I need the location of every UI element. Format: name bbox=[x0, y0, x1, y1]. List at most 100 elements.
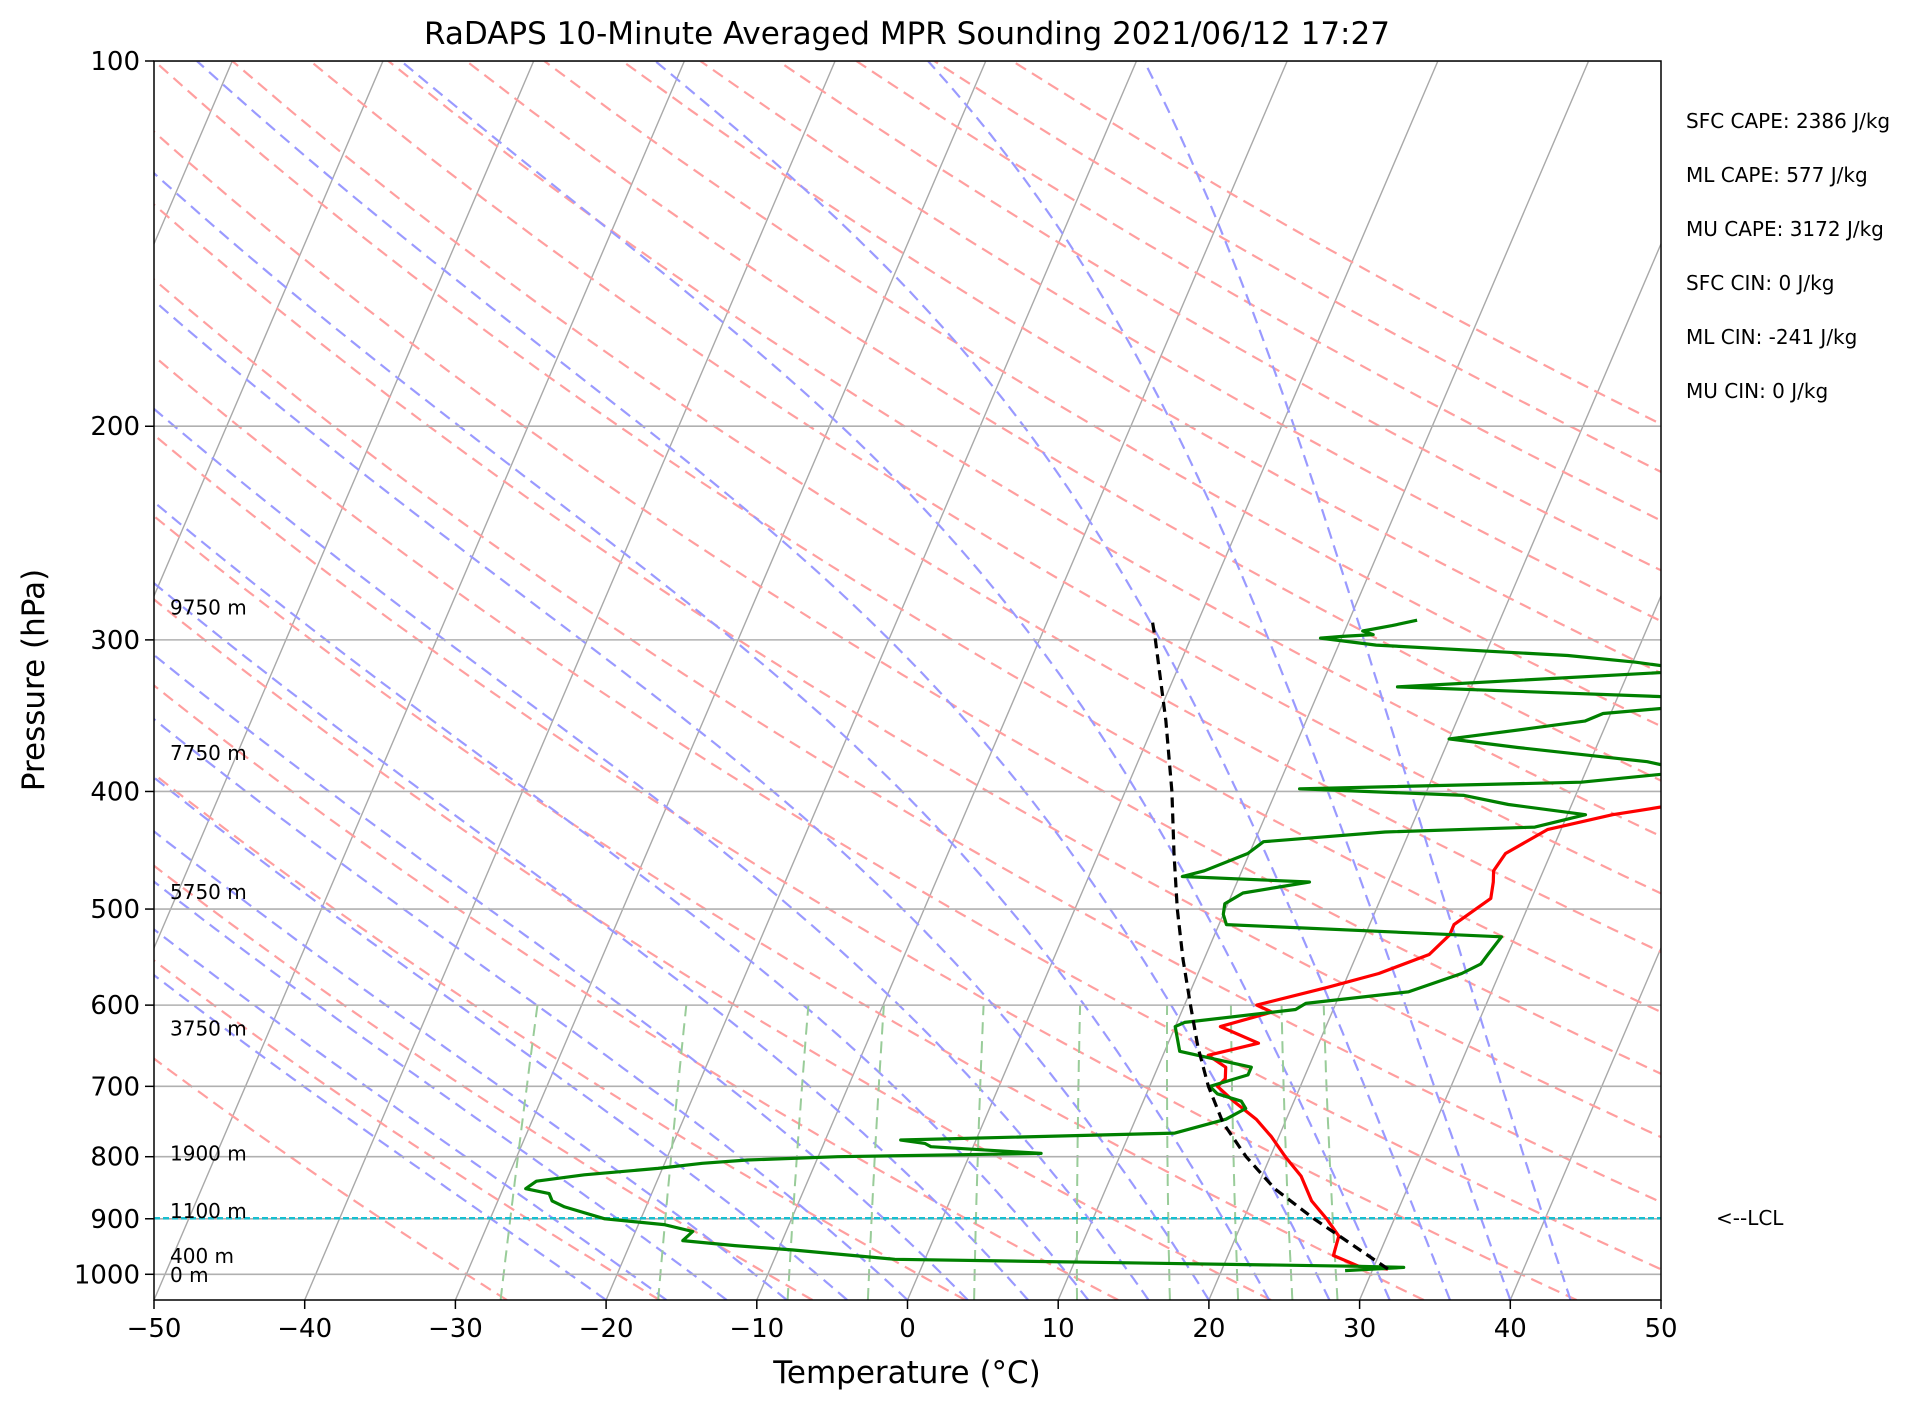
height-label: 7750 m bbox=[170, 741, 247, 765]
dry-adiabat-line bbox=[154, 864, 814, 1300]
y-tick-label: 200 bbox=[90, 412, 140, 442]
moist-adiabat-line bbox=[154, 880, 728, 1300]
series-line-0 bbox=[1206, 805, 1661, 1271]
height-label: 5750 m bbox=[170, 880, 247, 904]
dry-adiabat-line bbox=[154, 354, 1661, 1271]
dry-adiabat-line bbox=[543, 61, 1661, 728]
moist-adiabat-line bbox=[654, 61, 1452, 1300]
y-tick-label: 100 bbox=[90, 47, 140, 77]
y-tick-label: 700 bbox=[90, 1072, 140, 1102]
isotherm-line bbox=[756, 61, 1288, 1300]
height-label: 9750 m bbox=[170, 595, 247, 619]
height-label: 400 m bbox=[170, 1244, 234, 1268]
isotherm-line bbox=[605, 61, 1138, 1300]
mixing-ratio-line bbox=[1166, 1005, 1171, 1300]
x-tick-label: −50 bbox=[127, 1314, 182, 1344]
moist-adiabat-line bbox=[154, 500, 1090, 1300]
isotherm-line bbox=[906, 61, 1439, 1300]
mixing-ratio-line bbox=[499, 1004, 539, 1300]
moist-adiabat-line bbox=[154, 407, 1150, 1300]
height-label: 1900 m bbox=[170, 1141, 247, 1165]
dry-adiabat-line bbox=[154, 130, 1661, 1075]
background-lines bbox=[154, 61, 1661, 1300]
moist-adiabat-line bbox=[196, 61, 1331, 1300]
dry-adiabat-line bbox=[154, 684, 1119, 1300]
x-tick-label: −30 bbox=[428, 1314, 483, 1344]
y-tick-label: 900 bbox=[90, 1205, 140, 1235]
y-tick-label: 800 bbox=[90, 1143, 140, 1173]
height-labels: 9750 m 7750 m 5750 m 3750 m 1900 m 1100 m 400 … bbox=[170, 595, 247, 1287]
plot-frame bbox=[153, 60, 1662, 1301]
x-tick-label: −20 bbox=[579, 1314, 634, 1344]
stat-line: ML CIN: -241 J/kg bbox=[1686, 325, 1857, 349]
x-tick-label: 40 bbox=[1494, 1314, 1527, 1344]
y-tick-label: 400 bbox=[90, 777, 140, 807]
dry-adiabat-line bbox=[309, 61, 1661, 895]
moist-adiabat-line bbox=[154, 653, 969, 1300]
mixing-ratio-line bbox=[657, 1004, 688, 1300]
height-label: 0 m bbox=[170, 1263, 209, 1287]
chart-title: RaDAPS 10-Minute Averaged MPR Sounding 2… bbox=[424, 16, 1390, 52]
dry-adiabat-line bbox=[154, 1057, 508, 1300]
isotherm-line bbox=[154, 61, 384, 598]
moist-adiabat-line bbox=[1143, 61, 1572, 1300]
dry-adiabat-line bbox=[154, 203, 1661, 1139]
stat-line: MU CAPE: 3172 J/kg bbox=[1686, 217, 1884, 241]
y-tick-label: 600 bbox=[90, 991, 140, 1021]
y-tick-label: 1000 bbox=[74, 1260, 140, 1290]
stats-panel: SFC CAPE: 2386 J/kg ML CAPE: 577 J/kg MU C… bbox=[1686, 109, 1890, 403]
series-line-1 bbox=[524, 618, 1661, 1273]
dry-adiabat-line bbox=[699, 61, 1661, 623]
moist-adiabat-line bbox=[154, 830, 788, 1300]
isotherm-line bbox=[1358, 594, 1661, 1300]
moist-adiabat-line bbox=[400, 61, 1391, 1300]
dry-adiabat-line bbox=[154, 598, 1272, 1300]
y-tick-label: 300 bbox=[90, 626, 140, 656]
y-tick-label: 500 bbox=[90, 895, 140, 925]
dry-adiabat-line bbox=[154, 433, 1578, 1300]
x-tick-label: 50 bbox=[1644, 1314, 1677, 1344]
sounding-series bbox=[524, 618, 1661, 1273]
stat-line: SFC CAPE: 2386 J/kg bbox=[1686, 109, 1890, 133]
dry-adiabat-line bbox=[465, 61, 1661, 782]
mixing-ratio-line bbox=[1322, 1005, 1339, 1300]
dry-adiabat-line bbox=[855, 61, 1661, 522]
series-line-2 bbox=[1150, 621, 1389, 1271]
moist-adiabat-line bbox=[927, 61, 1512, 1300]
mixing-ratio-line bbox=[866, 1005, 885, 1300]
moist-adiabat-line bbox=[154, 171, 1271, 1300]
isotherm-line bbox=[154, 61, 535, 950]
y-axis-label: Pressure (hPa) bbox=[16, 569, 52, 791]
dry-adiabat-line bbox=[1011, 61, 1661, 426]
lcl-label: <--LCL bbox=[1716, 1206, 1784, 1230]
dry-adiabat-line bbox=[154, 772, 966, 1300]
dry-adiabat-line bbox=[154, 61, 1661, 1014]
dry-adiabat-line bbox=[154, 514, 1425, 1300]
stat-line: MU CIN: 0 J/kg bbox=[1686, 379, 1828, 403]
height-label: 3750 m bbox=[170, 1016, 247, 1040]
isotherm-line bbox=[1509, 946, 1661, 1300]
x-tick-label: 0 bbox=[899, 1314, 916, 1344]
mixing-ratio-line bbox=[1229, 1005, 1240, 1300]
dry-adiabat-line bbox=[933, 61, 1661, 474]
moist-adiabat-line bbox=[154, 299, 1210, 1300]
moist-adiabat-line bbox=[154, 776, 848, 1300]
x-axis-label: Temperature (°C) bbox=[772, 1355, 1041, 1391]
y-axis: 100 200 300 400 500 600 700 800 900 1000 bbox=[74, 47, 154, 1290]
isotherm-line bbox=[1660, 1298, 1661, 1300]
dry-adiabat-line bbox=[154, 278, 1661, 1204]
stat-line: SFC CIN: 0 J/kg bbox=[1686, 271, 1834, 295]
isotherm-line bbox=[154, 61, 686, 1300]
x-tick-label: 30 bbox=[1343, 1314, 1376, 1344]
dry-adiabat-line bbox=[387, 61, 1661, 838]
isotherm-line bbox=[304, 61, 836, 1300]
moist-adiabat-line bbox=[154, 927, 668, 1300]
dry-adiabat-line bbox=[154, 959, 661, 1300]
lcl-marker: <--LCL bbox=[154, 1206, 1784, 1230]
stat-line: ML CAPE: 577 J/kg bbox=[1686, 163, 1868, 187]
x-tick-label: 10 bbox=[1042, 1314, 1075, 1344]
dry-adiabat-line bbox=[621, 61, 1661, 675]
dry-adiabat-line bbox=[777, 61, 1661, 572]
moist-adiabat-line bbox=[154, 581, 1029, 1300]
